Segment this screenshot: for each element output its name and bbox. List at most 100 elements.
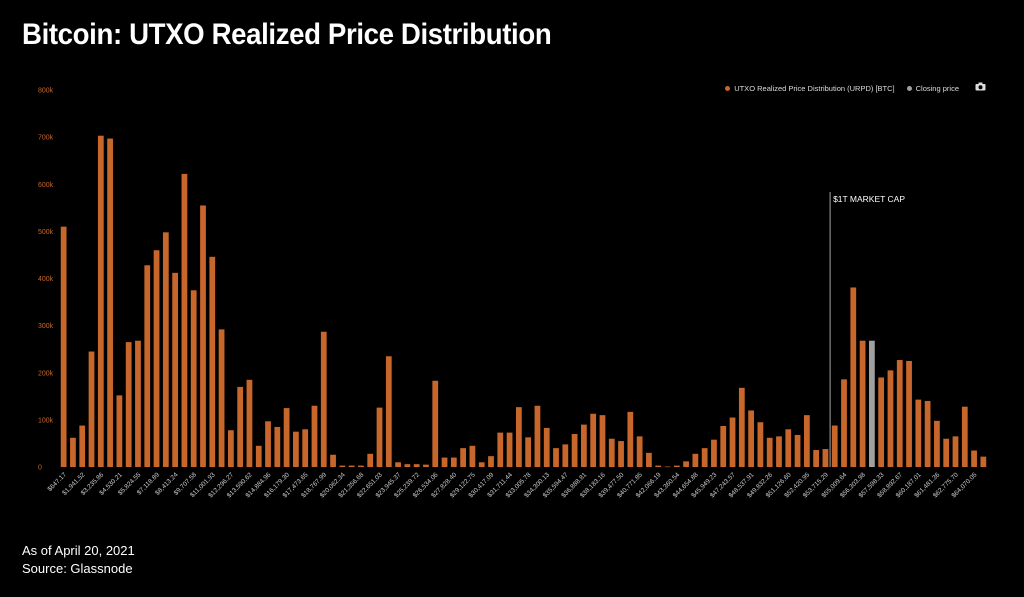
- urpd-bar: [590, 413, 597, 467]
- urpd-bar: [664, 466, 671, 468]
- urpd-bar: [618, 441, 624, 467]
- urpd-bar: [79, 425, 86, 467]
- legend-item-closing-price[interactable]: Closing price: [906, 83, 959, 93]
- urpd-bar: [841, 379, 847, 467]
- urpd-bar: [488, 456, 494, 467]
- urpd-bar: [135, 340, 141, 467]
- urpd-bar: [367, 453, 374, 467]
- urpd-bar: [423, 464, 429, 467]
- urpd-bar: [980, 456, 987, 467]
- urpd-bar: [153, 250, 160, 467]
- urpd-bar: [404, 464, 411, 467]
- y-tick-label: 400k: [38, 276, 54, 283]
- urpd-bar: [571, 434, 578, 467]
- urpd-bar: [608, 438, 615, 467]
- urpd-bar: [395, 462, 401, 467]
- urpd-bar: [237, 386, 244, 467]
- urpd-bar: [255, 445, 262, 467]
- urpd-bar: [320, 331, 327, 467]
- urpd-bar: [813, 450, 820, 467]
- market-cap-annotation: $1T MARKET CAP: [833, 194, 905, 204]
- urpd-bar: [339, 465, 346, 467]
- urpd-bar: [283, 408, 290, 467]
- urpd-bar: [515, 407, 522, 467]
- urpd-bar: [636, 436, 643, 467]
- urpd-bar: [413, 464, 420, 467]
- urpd-bar: [794, 434, 801, 467]
- urpd-bar: [961, 406, 968, 467]
- urpd-bar: [209, 256, 216, 467]
- legend-swatch-closing-price: [906, 85, 912, 91]
- urpd-bar: [116, 395, 123, 467]
- urpd-bar: [497, 432, 504, 467]
- y-tick-label: 600k: [38, 182, 54, 189]
- urpd-bar: [729, 417, 736, 467]
- urpd-bar: [302, 429, 309, 467]
- urpd-bar: [971, 450, 977, 467]
- urpd-bar: [952, 436, 959, 467]
- urpd-bar: [330, 454, 336, 467]
- urpd-bar: [227, 430, 234, 467]
- legend-label-closing-price: Closing price: [915, 83, 959, 93]
- footer-source: Source: Glassnode: [22, 561, 133, 576]
- urpd-bar: [218, 329, 225, 467]
- footer-date: As of April 20, 2021: [22, 543, 135, 558]
- urpd-bar: [144, 265, 151, 467]
- legend-label-urpd: UTXO Realized Price Distribution (URPD) …: [734, 83, 895, 93]
- urpd-bar: [701, 448, 708, 467]
- urpd-bar: [776, 436, 782, 467]
- closing-price-bar: [869, 340, 875, 467]
- page-title: Bitcoin: UTXO Realized Price Distributio…: [22, 18, 552, 51]
- urpd-bar: [311, 405, 318, 467]
- y-tick-label: 300k: [38, 323, 54, 330]
- urpd-bar: [831, 425, 838, 467]
- urpd-bar: [692, 453, 699, 467]
- y-tick-label: 800k: [38, 88, 54, 95]
- urpd-bar: [720, 426, 727, 467]
- urpd-bar: [896, 360, 903, 467]
- urpd-bar: [924, 401, 931, 467]
- urpd-bar: [748, 410, 754, 467]
- urpd-bar: [107, 138, 113, 468]
- camera-icon[interactable]: [975, 82, 986, 94]
- y-tick-label: 200k: [38, 370, 54, 377]
- urpd-bar: [450, 457, 457, 467]
- urpd-bar: [803, 415, 810, 467]
- urpd-bar: [376, 407, 383, 467]
- y-tick-label: 500k: [38, 229, 54, 236]
- urpd-bar: [469, 445, 476, 467]
- urpd-bar: [785, 429, 792, 467]
- urpd-bar: [646, 452, 652, 467]
- footer: As of April 20, 2021 Source: Glassnode: [22, 542, 135, 578]
- urpd-bar: [878, 377, 885, 467]
- urpd-bar: [274, 426, 281, 467]
- urpd-bar: [822, 449, 829, 467]
- y-tick-label: 700k: [38, 135, 54, 142]
- urpd-bar: [162, 232, 169, 467]
- urpd-bar: [525, 437, 532, 467]
- urpd-bar: [385, 356, 392, 467]
- urpd-bar: [906, 360, 912, 467]
- urpd-bar: [553, 448, 559, 467]
- urpd-bar: [441, 457, 448, 467]
- urpd-bar: [562, 444, 569, 467]
- urpd-bar: [850, 287, 857, 467]
- urpd-bar: [655, 465, 662, 467]
- urpd-bar: [757, 422, 764, 467]
- urpd-bar: [599, 415, 606, 467]
- urpd-bar: [683, 461, 689, 467]
- urpd-bar: [358, 465, 364, 467]
- urpd-bar: [348, 465, 355, 467]
- urpd-bar: [534, 405, 541, 467]
- legend-item-urpd[interactable]: UTXO Realized Price Distribution (URPD) …: [725, 83, 895, 93]
- urpd-bar: [70, 437, 76, 467]
- urpd-bar: [478, 462, 485, 467]
- urpd-bar: [943, 438, 950, 467]
- urpd-bar: [190, 290, 197, 467]
- urpd-bar: [432, 380, 439, 467]
- urpd-bar: [581, 424, 587, 467]
- urpd-bar: [766, 437, 773, 467]
- urpd-bar: [172, 272, 179, 467]
- legend-swatch-urpd: [725, 85, 731, 91]
- urpd-bar: [181, 173, 188, 467]
